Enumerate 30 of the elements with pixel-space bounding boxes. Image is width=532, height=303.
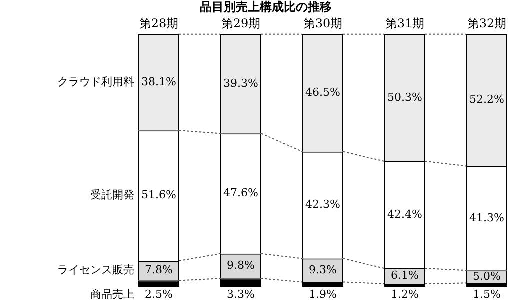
data-label: 7.8% bbox=[145, 264, 173, 277]
chart-title: 品目別売上構成比の推移 bbox=[199, 0, 333, 14]
series-label: 受託開発 bbox=[90, 188, 134, 202]
data-label: 2.5% bbox=[145, 288, 173, 301]
series-label: クラウド利用料 bbox=[58, 75, 134, 88]
data-label: 38.1% bbox=[142, 75, 176, 88]
series-label: 商品売上 bbox=[90, 288, 134, 301]
data-label: 1.5% bbox=[473, 288, 501, 301]
data-label: 42.3% bbox=[306, 198, 340, 212]
data-label: 50.3% bbox=[388, 90, 422, 104]
x-tick-label: 第28期 bbox=[139, 16, 179, 30]
data-label: 47.6% bbox=[224, 186, 258, 200]
x-tick-label: 第31期 bbox=[385, 16, 425, 30]
data-label: 1.9% bbox=[309, 288, 337, 301]
x-tick-label: 第32期 bbox=[467, 16, 507, 30]
data-label: 41.3% bbox=[470, 211, 504, 224]
data-label: 42.4% bbox=[388, 208, 422, 221]
data-label: 51.6% bbox=[142, 188, 176, 202]
data-label: 1.2% bbox=[391, 288, 419, 301]
series-label: ライセンス販売 bbox=[58, 264, 134, 277]
data-label: 52.2% bbox=[470, 93, 504, 106]
data-label: 6.1% bbox=[391, 269, 419, 282]
data-label: 3.3% bbox=[227, 288, 255, 301]
x-tick-label: 第29期 bbox=[221, 16, 261, 30]
data-label: 5.0% bbox=[473, 270, 501, 283]
data-label: 39.3% bbox=[224, 76, 258, 90]
data-label: 9.8% bbox=[227, 259, 255, 272]
x-tick-label: 第30期 bbox=[303, 16, 343, 30]
data-label: 46.5% bbox=[306, 86, 340, 99]
data-label: 9.3% bbox=[309, 263, 337, 276]
